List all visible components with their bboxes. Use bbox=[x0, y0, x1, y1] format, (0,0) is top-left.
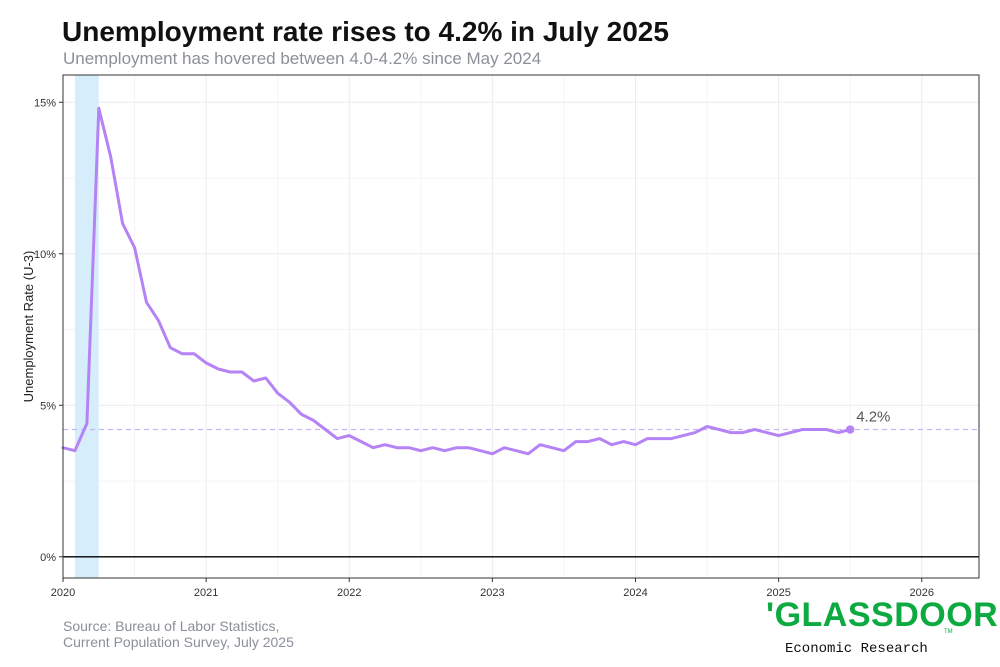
source-line-2: Current Population Survey, July 2025 bbox=[63, 634, 294, 650]
x-tick-label: 2024 bbox=[623, 587, 647, 599]
end-point bbox=[845, 425, 855, 434]
logo-trademark: TM bbox=[944, 629, 953, 635]
plot-border bbox=[62, 74, 980, 579]
source-note: Source: Bureau of Labor Statistics, Curr… bbox=[63, 618, 294, 650]
unemployment-line bbox=[61, 106, 852, 456]
x-tick-label: 2025 bbox=[766, 587, 790, 599]
x-tick-label: 2026 bbox=[910, 587, 934, 599]
chart-subtitle: Unemployment has hovered between 4.0-4.2… bbox=[63, 49, 542, 68]
logo-subtitle: Economic Research bbox=[785, 641, 928, 657]
end-value-label: 4.2% bbox=[856, 409, 890, 426]
unemployment-chart: 4.2% 0% 5% 10% 15% 2020 2021 2022 2023 2024 2025 20… bbox=[21, 74, 980, 599]
glassdoor-logo: 'GLASSDOOR' bbox=[766, 596, 1000, 634]
y-tick-label: 5% bbox=[40, 400, 56, 412]
x-tick-label: 2021 bbox=[194, 587, 218, 599]
chart-title: Unemployment rate rises to 4.2% in July … bbox=[62, 16, 669, 47]
y-tick-label: 15% bbox=[34, 97, 56, 109]
source-line-1: Source: Bureau of Labor Statistics, bbox=[63, 618, 280, 634]
y-tick-label: 10% bbox=[34, 249, 56, 261]
x-tick-label: 2023 bbox=[480, 587, 504, 599]
x-tick-label: 2022 bbox=[337, 587, 361, 599]
y-tick-label: 0% bbox=[40, 552, 56, 564]
x-tick-label: 2020 bbox=[51, 587, 75, 599]
recession-shading bbox=[74, 75, 99, 578]
y-axis-label: Unemployment Rate (U-3) bbox=[21, 251, 36, 403]
